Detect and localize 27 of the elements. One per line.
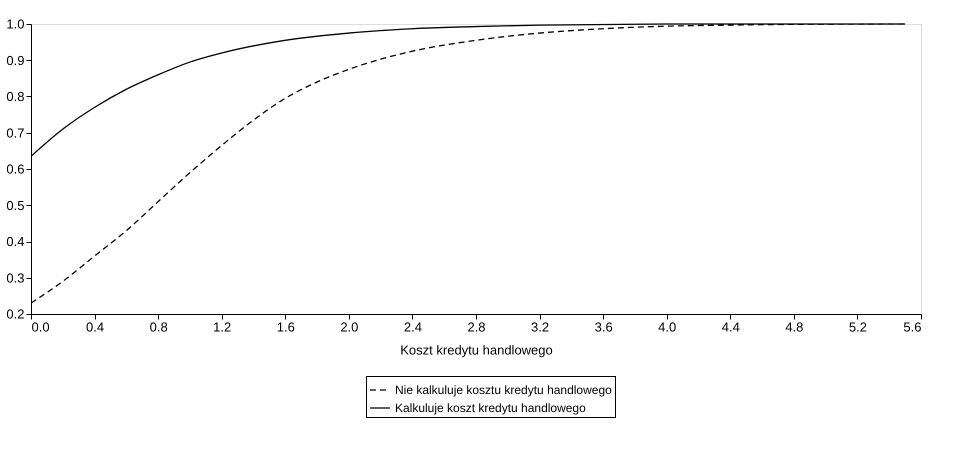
x-tick-label: 3.6 — [594, 320, 613, 334]
legend-label: Nie kalkuluje kosztu kredytu handlowego — [395, 383, 612, 397]
x-tick-label: 4.8 — [785, 320, 804, 334]
y-tick-label: 0.9 — [6, 52, 24, 68]
x-tick-label: 0.8 — [150, 320, 168, 334]
y-tick-label: 0.2 — [6, 306, 24, 322]
y-tick-label: 0.4 — [6, 234, 24, 249]
y-tick-label: 0.7 — [6, 125, 24, 140]
x-tick-label: 2.4 — [404, 320, 422, 334]
x-tick-label: 5.6 — [903, 320, 922, 334]
x-tick-label: 3.2 — [531, 320, 550, 334]
y-tick-label: 0.5 — [6, 198, 24, 213]
x-tick-label: 0.4 — [86, 320, 104, 334]
x-axis-title: Koszt kredytu handlowego — [400, 342, 553, 358]
y-tick-label: 0.3 — [6, 270, 24, 286]
x-tick-label: 2.0 — [340, 320, 358, 334]
x-tick-label: 4.0 — [658, 320, 676, 334]
x-tick-label: 1.6 — [276, 320, 295, 334]
x-tick-label: 0.0 — [32, 320, 50, 334]
y-tick-label: 1.0 — [6, 16, 24, 32]
x-tick-label: 1.2 — [213, 320, 232, 334]
legend-label: Kalkuluje koszt kredytu handlowego — [395, 401, 586, 415]
x-tick-label: 2.8 — [467, 320, 486, 334]
y-tick-label: 0.6 — [6, 162, 24, 176]
y-tick-label: 0.8 — [6, 89, 24, 104]
x-tick-label: 4.4 — [722, 320, 740, 334]
x-tick-label: 5.2 — [848, 320, 867, 334]
